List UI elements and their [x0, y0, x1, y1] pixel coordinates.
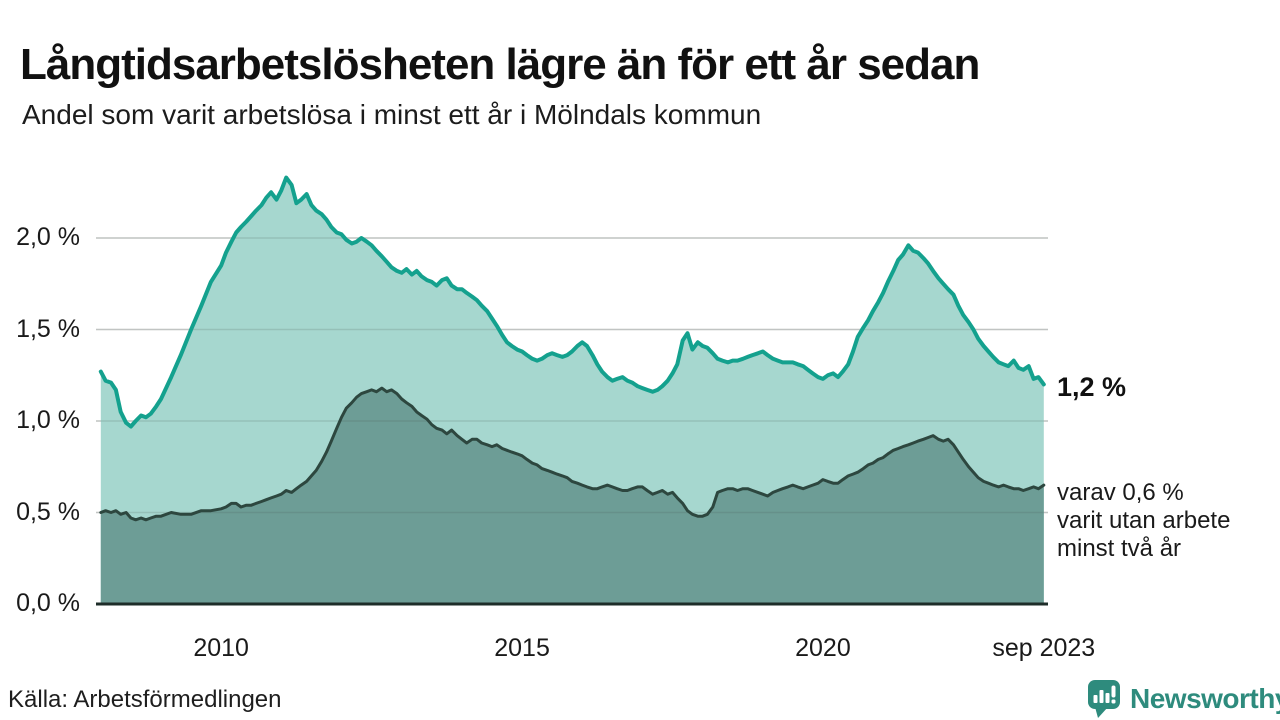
- annotation-line: varit utan arbete: [1057, 507, 1231, 534]
- x-tick-label: sep 2023: [992, 634, 1096, 662]
- series-two-annotation: varav 0,6 % varit utan arbete minst två …: [1057, 479, 1280, 563]
- area-unemployed-min-two-years: [100, 388, 1044, 604]
- y-tick-label: 2,0 %: [16, 223, 80, 251]
- annotation-line: varav 0,6 %: [1057, 479, 1184, 506]
- newsworthy-wordmark: Newsworthy: [1130, 682, 1280, 714]
- x-tick-label: 2020: [795, 634, 851, 662]
- x-tick-label: 2010: [193, 634, 249, 662]
- newsworthy-logo: Newsworthy: [1086, 678, 1280, 719]
- y-tick-label: 0,5 %: [16, 497, 80, 526]
- source-credit: Källa: Arbetsförmedlingen: [8, 686, 282, 713]
- series-end-value-label: 1,2 %: [1057, 372, 1127, 402]
- x-tick-label: 2015: [494, 634, 550, 662]
- line-unemployed-min-two-years: [99, 386, 1046, 522]
- y-tick-label: 1,5 %: [16, 314, 80, 343]
- page-subtitle: Andel som varit arbetslösa i minst ett å…: [22, 99, 762, 130]
- annotation-line: minst två år: [1057, 535, 1182, 562]
- y-tick-label: 1,0 %: [16, 406, 80, 434]
- newsworthy-icon: [1088, 680, 1120, 718]
- line-unemployed-min-one-year: [98, 175, 1046, 429]
- page-title: Långtidsarbetslösheten lägre än för ett …: [20, 40, 980, 90]
- gridlines-overlay: [96, 237, 1048, 514]
- y-tick-label: 0,0 %: [16, 589, 80, 617]
